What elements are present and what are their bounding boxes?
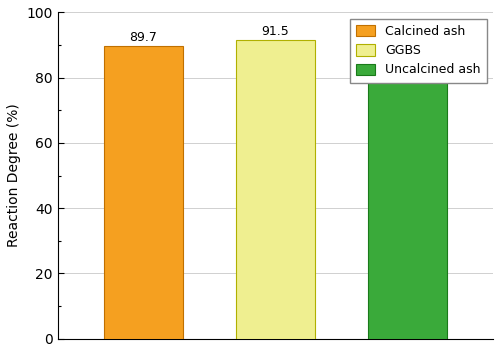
- Text: 78.9: 78.9: [394, 66, 421, 79]
- Bar: [236, 40, 315, 338]
- Bar: [104, 46, 183, 338]
- Bar: [368, 81, 447, 338]
- Legend: Calcined ash, GGBS, Uncalcined ash: Calcined ash, GGBS, Uncalcined ash: [350, 19, 487, 83]
- Text: 91.5: 91.5: [262, 25, 289, 38]
- Y-axis label: Reaction Degree (%): Reaction Degree (%): [7, 104, 21, 247]
- Text: 89.7: 89.7: [130, 31, 158, 44]
